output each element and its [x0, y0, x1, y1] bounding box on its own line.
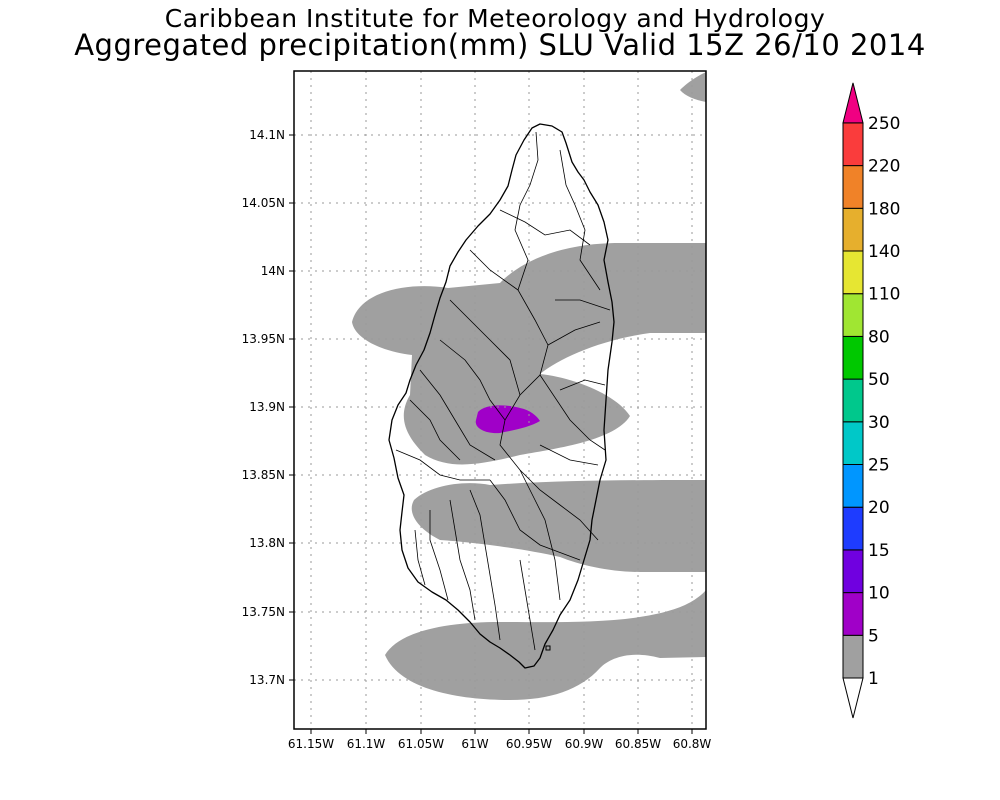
x-tick-label: 60.9W — [565, 737, 604, 751]
y-tick-label: 13.75N — [242, 605, 285, 619]
colorbar-max-arrow — [842, 82, 864, 124]
colorbar-min-arrow — [842, 677, 864, 719]
colorbar-label: 15 — [868, 541, 890, 561]
offshore-islet — [545, 645, 551, 651]
colorbar-swatch — [842, 335, 864, 380]
colorbar-swatch — [842, 549, 864, 594]
colorbar-label: 10 — [868, 584, 890, 604]
x-tick-label: 60.85W — [615, 737, 661, 751]
colorbar-label: 50 — [868, 370, 890, 390]
colorbar-swatch — [842, 506, 864, 551]
x-axis-labels: 61.15W 61.1W 61.05W 61W 60.95W 60.9W 60.… — [288, 737, 712, 751]
y-tick-label: 13.7N — [249, 673, 285, 687]
x-tick-label: 61.05W — [398, 737, 444, 751]
colorbar-swatch — [842, 250, 864, 295]
colorbar-label: 20 — [868, 498, 890, 518]
y-axis-labels: 14.1N 14.05N 14N 13.95N 13.9N 13.85N 13.… — [242, 128, 285, 687]
map-frame — [293, 70, 707, 730]
axis-ticks — [289, 134, 693, 734]
saint-lucia-island — [388, 123, 615, 669]
y-tick-label: 13.9N — [249, 400, 285, 414]
x-tick-label: 60.8W — [673, 737, 712, 751]
colorbar-label: 250 — [868, 114, 900, 134]
colorbar-swatch — [842, 634, 864, 679]
colorbar-swatch — [842, 122, 864, 167]
rain-band-1-5mm — [385, 590, 706, 700]
x-tick-label: 61W — [461, 737, 488, 751]
y-tick-label: 14.05N — [242, 196, 285, 210]
rain-band-1-5mm — [352, 243, 706, 465]
rain-band-1-5mm — [411, 480, 706, 572]
colorbar-label: 80 — [868, 327, 890, 347]
coastline — [388, 123, 615, 669]
colorbar-label: 30 — [868, 413, 890, 433]
colorbar-label: 25 — [868, 456, 890, 476]
x-tick-label: 61.1W — [347, 737, 386, 751]
watershed-boundaries — [395, 131, 611, 651]
colorbar-swatch — [842, 421, 864, 465]
x-tick-label: 60.95W — [506, 737, 552, 751]
colorbar-swatch — [842, 592, 864, 636]
y-tick-label: 13.95N — [242, 332, 285, 346]
colorbar-swatch — [842, 378, 864, 423]
y-tick-label: 13.85N — [242, 468, 285, 482]
x-tick-label: 61.15W — [288, 737, 334, 751]
colorbar-label: 1 — [868, 669, 879, 689]
colorbar-label: 180 — [868, 199, 900, 219]
colorbar-swatch — [842, 464, 864, 508]
colorbar-swatch — [842, 165, 864, 209]
y-tick-label: 14.1N — [249, 128, 285, 142]
colorbar-label: 5 — [868, 626, 879, 646]
y-tick-label: 13.8N — [249, 536, 285, 550]
gridlines — [294, 71, 706, 729]
colorbar-label: 140 — [868, 242, 900, 262]
y-tick-label: 14N — [261, 264, 285, 278]
colorbar-label: 110 — [868, 285, 900, 305]
title-institute: Caribbean Institute for Meteorology and … — [164, 4, 826, 33]
title-product: Aggregated precipitation(mm) SLU Valid 1… — [74, 28, 926, 62]
colorbar-swatch — [842, 207, 864, 252]
rain-core-5-10mm — [475, 405, 540, 434]
rain-band-1-5mm — [680, 72, 706, 102]
colorbar-swatch — [842, 293, 864, 337]
colorbar-label: 220 — [868, 157, 900, 177]
